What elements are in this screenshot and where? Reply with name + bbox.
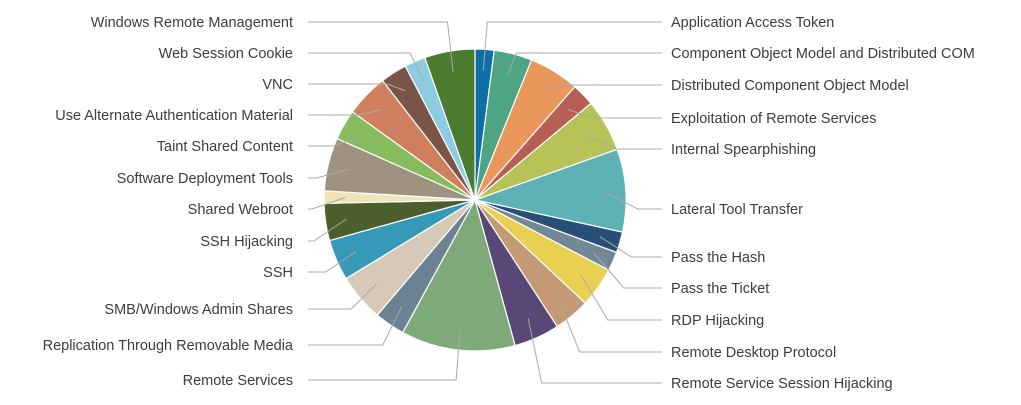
leader-line-shared-webroot bbox=[308, 197, 346, 210]
leader-line-pass-the-hash bbox=[599, 236, 662, 258]
slice-label-use-alternate-authentication-material: Use Alternate Authentication Material bbox=[55, 108, 293, 124]
slice-label-windows-remote-management: Windows Remote Management bbox=[91, 15, 293, 31]
leader-line-smb-windows-admin-shares bbox=[308, 284, 377, 310]
slice-label-lateral-tool-transfer: Lateral Tool Transfer bbox=[671, 202, 803, 218]
slice-label-application-access-token: Application Access Token bbox=[671, 15, 834, 31]
pie-slices bbox=[323, 48, 627, 352]
slice-label-ssh-hijacking: SSH Hijacking bbox=[200, 234, 293, 250]
leader-line-exploitation-of-remote-services bbox=[567, 109, 662, 119]
leader-line-vnc bbox=[308, 83, 406, 92]
slice-label-rdp-hijacking: RDP Hijacking bbox=[671, 313, 764, 329]
leader-line-windows-remote-management bbox=[308, 21, 454, 73]
slice-label-remote-desktop-protocol: Remote Desktop Protocol bbox=[671, 345, 836, 361]
slice-label-taint-shared-content: Taint Shared Content bbox=[157, 139, 293, 155]
slice-label-shared-webroot: Shared Webroot bbox=[188, 202, 293, 218]
pie-slice-windows-remote-management bbox=[424, 48, 476, 201]
slice-label-remote-services: Remote Services bbox=[183, 373, 293, 389]
leader-line-replication-through-removable-media bbox=[308, 306, 402, 346]
leader-line-remote-desktop-protocol bbox=[557, 299, 662, 353]
leader-lines bbox=[308, 21, 662, 384]
slice-label-component-object-model-and-distributed-com: Component Object Model and Distributed C… bbox=[671, 46, 975, 62]
slice-label-smb-windows-admin-shares: SMB/Windows Admin Shares bbox=[104, 302, 293, 318]
leader-line-rdp-hijacking bbox=[580, 274, 662, 321]
pie-slice-lateral-tool-transfer bbox=[472, 148, 627, 233]
leader-line-internal-spearphishing bbox=[587, 135, 662, 150]
pie-slice-remote-services bbox=[401, 198, 516, 352]
slice-label-vnc: VNC bbox=[262, 77, 293, 93]
slice-label-pass-the-ticket: Pass the Ticket bbox=[671, 281, 769, 297]
leader-line-application-access-token bbox=[482, 21, 662, 71]
leader-line-ssh bbox=[308, 251, 357, 273]
slice-label-internal-spearphishing: Internal Spearphishing bbox=[671, 142, 816, 158]
leader-line-remote-service-session-hijacking bbox=[527, 318, 662, 384]
slice-label-web-session-cookie: Web Session Cookie bbox=[159, 46, 293, 62]
slice-label-exploitation-of-remote-services: Exploitation of Remote Services bbox=[671, 111, 877, 127]
leader-line-remote-services bbox=[308, 328, 461, 381]
leader-line-taint-shared-content bbox=[308, 134, 363, 147]
leader-line-ssh-hijacking bbox=[308, 218, 347, 242]
slice-label-replication-through-removable-media: Replication Through Removable Media bbox=[43, 338, 294, 354]
slice-label-ssh: SSH bbox=[263, 265, 293, 281]
leader-line-lateral-tool-transfer bbox=[604, 191, 662, 210]
leader-line-web-session-cookie bbox=[308, 52, 424, 82]
leader-line-software-deployment-tools bbox=[308, 168, 350, 179]
slice-label-pass-the-hash: Pass the Hash bbox=[671, 250, 765, 266]
slice-label-distributed-component-object-model: Distributed Component Object Model bbox=[671, 78, 909, 94]
slice-label-remote-service-session-hijacking: Remote Service Session Hijacking bbox=[671, 376, 893, 392]
leader-line-component-object-model-and-distributed-com bbox=[507, 52, 662, 75]
leader-line-pass-the-ticket bbox=[593, 252, 662, 289]
leader-line-distributed-component-object-model bbox=[543, 84, 662, 90]
slice-labels: Application Access Token Component Object… bbox=[43, 15, 975, 392]
leader-line-use-alternate-authentication-material bbox=[308, 109, 382, 116]
slice-label-software-deployment-tools: Software Deployment Tools bbox=[117, 171, 293, 187]
